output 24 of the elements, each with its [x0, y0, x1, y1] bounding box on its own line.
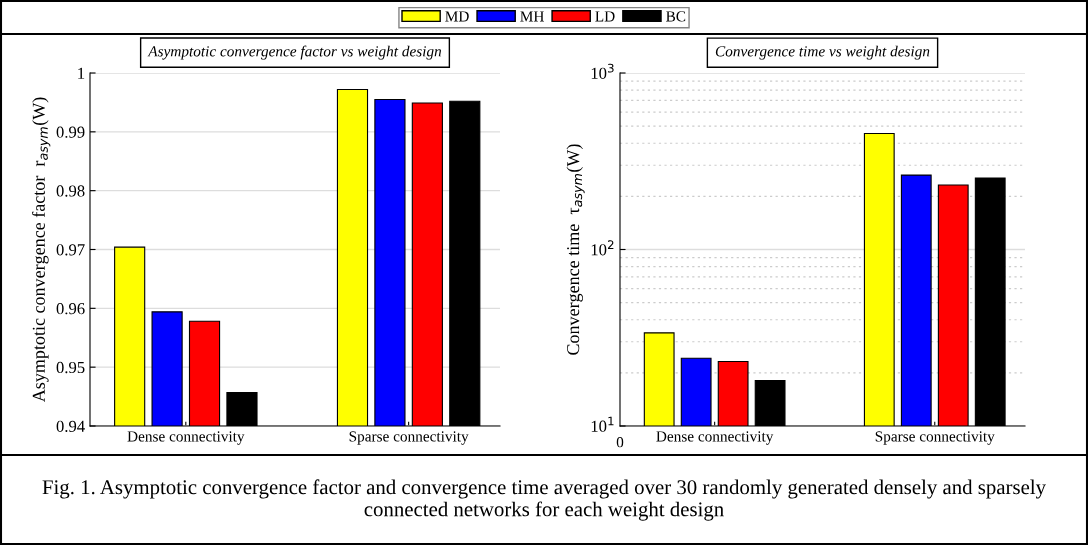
y-tick-label: 10$^{1}$ — [591, 416, 614, 432]
y-axis-title: Asymptotic convergence factor r$_{asym}$(W) — [32, 97, 51, 403]
legend-label: MH — [520, 11, 544, 22]
y-tick-label: 0.97 — [56, 244, 85, 256]
x-tick-label: Dense connectivity — [656, 431, 774, 445]
x-tick-label: Sparse connectivity — [349, 431, 469, 445]
legend-label: MD — [445, 11, 469, 22]
legend-label: BC — [666, 11, 686, 22]
text: 0 — [616, 437, 624, 448]
caption: Fig. 1. Asymptotic convergence factor and convergence time averaged over 30 randomly generated densely and sparsely connected networks for each weight design — [42, 479, 1046, 521]
y-axis-title: Convergence time τ$_{asym}$(W) — [566, 144, 585, 355]
y-tick-label: 0.96 — [56, 303, 85, 315]
y-tick-label: 0.94 — [56, 420, 85, 433]
chart-title: Asymptotic convergence factor vs weight design — [147, 45, 442, 60]
chart-title: Convergence time vs weight design — [715, 45, 930, 60]
y-tick-label: 1 — [78, 67, 85, 79]
x-tick-label: Sparse connectivity — [875, 431, 995, 445]
legend-label: LD — [595, 11, 615, 22]
x-tick-label: Dense connectivity — [127, 431, 245, 445]
y-tick-label: 10$^{3}$ — [591, 63, 614, 79]
y-tick-label: 0.98 — [56, 185, 85, 197]
y-tick-label: 0.95 — [56, 361, 85, 374]
y-tick-label: 10$^{2}$ — [591, 240, 614, 256]
y-tick-label: 0.99 — [56, 126, 85, 138]
